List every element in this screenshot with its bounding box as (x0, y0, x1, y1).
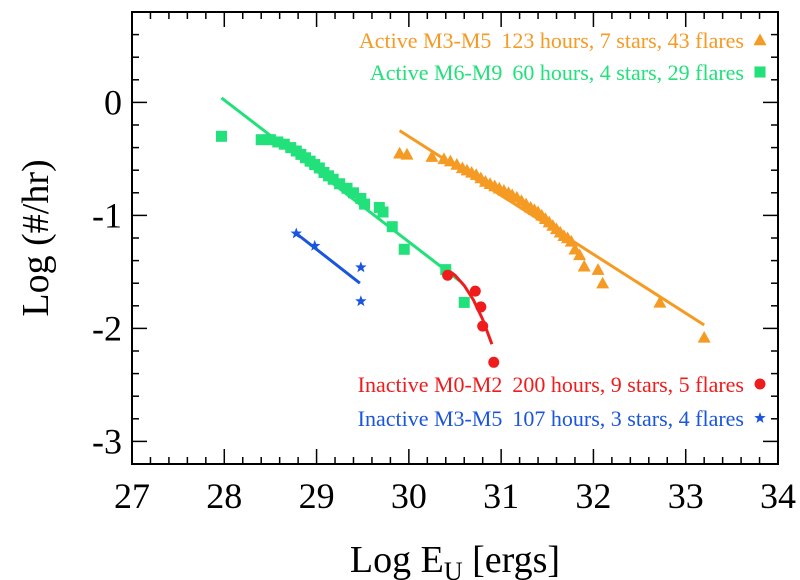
active-m3-m5-legend-name: Active M3-M5 (359, 28, 492, 53)
active-m6-m9-point (278, 138, 290, 150)
x-tick-label: 27 (114, 476, 150, 516)
inactive-m0-m2-point (475, 301, 487, 313)
inactive-m0-m2-legend-label: Inactive M0-M2 200 hours, 9 stars, 5 flar… (358, 372, 744, 397)
active-m6-m9-point (347, 187, 359, 199)
x-tick-label: 30 (391, 476, 427, 516)
inactive-m0-m2-legend-name: Inactive M0-M2 (358, 372, 503, 397)
inactive-m3-m5-legend-marker (754, 412, 766, 423)
active-m3-m5-point (573, 248, 587, 261)
active-m3-m5-point (425, 150, 439, 162)
active-m6-m9-point (255, 134, 267, 146)
x-tick-label: 29 (299, 476, 335, 516)
active-m6-m9-point (398, 243, 410, 255)
inactive-m3-m5-legend-desc: 107 hours, 3 stars, 4 flares (512, 406, 744, 431)
inactive-m0-m2-point (488, 356, 500, 368)
active-m6-m9-legend-desc: 60 hours, 4 stars, 29 flares (512, 60, 744, 85)
inactive-m3-m5-point (355, 261, 367, 273)
active-m6-m9-point (334, 178, 346, 190)
active-m3-m5-point (697, 330, 711, 343)
active-m6-m9-legend-label: Active M6-M9 60 hours, 4 stars, 29 flares (370, 60, 744, 85)
axis-ticks (131, 11, 779, 465)
active-m6-m9-point (285, 142, 297, 154)
inactive-m0-m2-point (469, 285, 481, 297)
active-m6-m9-point (359, 198, 371, 210)
inactive-m3-m5-legend-name: Inactive M3-M5 (358, 406, 503, 431)
active-m6-m9-point (327, 173, 339, 185)
inactive-m3-m5-point (290, 227, 302, 239)
active-m3-m5-point (443, 154, 457, 167)
active-m6-m9-point (272, 136, 284, 148)
y-tick-label: 0 (104, 82, 122, 122)
active-m6-m9-point (264, 134, 276, 146)
y-tick-label: -1 (92, 195, 122, 235)
inactive-m0-m2-point (477, 320, 489, 332)
inactive-m3-m5-point (355, 295, 367, 307)
y-tick-label: -3 (92, 421, 122, 461)
active-m6-m9-point (386, 221, 398, 233)
x-tick-label: 31 (483, 476, 519, 516)
active-m3-m5-legend-label: Active M3-M5 123 hours, 7 stars, 43 flare… (359, 28, 744, 53)
active-m6-m9-point (216, 130, 228, 142)
active-m6-m9-point (440, 264, 452, 276)
active-m3-m5-point (400, 147, 414, 160)
active-m6-m9-point (341, 182, 353, 194)
legend: Active M3-M5 123 hours, 7 stars, 43 flare… (358, 28, 767, 431)
active-m3-m5-legend-marker (753, 33, 767, 46)
x-tick-label: 34 (760, 476, 796, 516)
inactive-m0-m2-point (442, 269, 454, 281)
active-m3-m5-point (577, 259, 591, 272)
inactive-m3-m5-fit-line (295, 232, 361, 285)
active-m3-m5-point (653, 295, 667, 308)
y-tick-label: -2 (92, 308, 122, 348)
y-axis-title: Log (#/hr) (15, 159, 57, 316)
x-axis-title: Log EU [ergs] (350, 539, 560, 580)
x-tick-label: 28 (206, 476, 242, 516)
x-axis-title-subscript: U (444, 557, 463, 580)
active-m6-m9-legend-marker (754, 66, 766, 78)
data-points (216, 130, 711, 368)
tick-labels: 27 28 29 30 31 32 33 34 0 -1 -2 -3 (92, 82, 796, 516)
inactive-m3-m5-legend-label: Inactive M3-M5 107 hours, 3 stars, 4 flar… (358, 406, 744, 431)
active-m6-m9-point (377, 206, 389, 218)
x-axis-title-unit: [ergs] (463, 539, 560, 580)
active-m6-m9-point (458, 296, 470, 308)
active-m6-m9-fit-line (220, 96, 461, 283)
x-tick-label: 32 (575, 476, 611, 516)
active-m6-m9-point (355, 192, 367, 204)
active-m6-m9-legend-name: Active M6-M9 (370, 60, 503, 85)
active-m3-m5-legend-desc: 123 hours, 7 stars, 43 flares (501, 28, 744, 53)
inactive-m3-m5-point (309, 239, 321, 251)
active-m3-m5-point (596, 276, 610, 289)
x-tick-label: 33 (668, 476, 704, 516)
x-axis-title-main: Log E (350, 539, 444, 580)
active-m3-m5-point (591, 263, 605, 275)
inactive-m0-m2-legend-marker (754, 378, 766, 390)
inactive-m0-m2-legend-desc: 200 hours, 9 stars, 5 flares (512, 372, 744, 397)
